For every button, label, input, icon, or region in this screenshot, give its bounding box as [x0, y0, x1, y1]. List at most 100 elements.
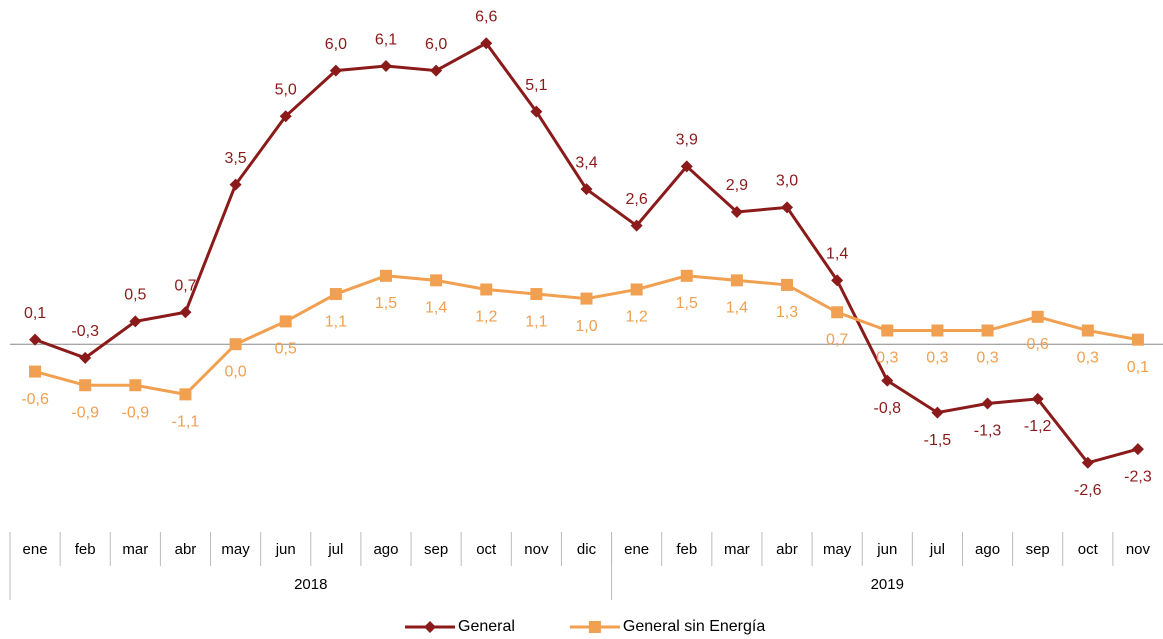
data-label: -0,8	[873, 400, 901, 417]
data-label: 2,9	[726, 177, 748, 194]
marker	[79, 351, 92, 364]
data-label: -1,5	[924, 432, 952, 449]
marker	[730, 205, 743, 218]
data-label: 1,4	[425, 300, 447, 317]
data-label: 6,0	[425, 36, 447, 53]
marker	[229, 178, 242, 191]
data-label: 1,4	[826, 246, 848, 263]
data-label: 3,9	[676, 132, 698, 149]
x-tick-label: jun	[876, 541, 897, 558]
marker	[931, 406, 944, 419]
x-tick-label: abr	[175, 541, 197, 558]
data-label: -2,3	[1124, 468, 1152, 485]
data-label: 2,6	[626, 191, 648, 208]
marker	[29, 333, 42, 346]
data-label: 3,4	[575, 154, 597, 171]
marker	[630, 283, 643, 296]
x-tick-label: ago	[373, 541, 398, 558]
x-tick-label: feb	[75, 541, 96, 558]
data-label: 5,0	[275, 81, 297, 98]
data-label: -2,6	[1074, 482, 1102, 499]
x-tick-label: nov	[1126, 541, 1151, 558]
data-label: 6,1	[375, 31, 397, 48]
data-label: 6,0	[325, 36, 347, 53]
x-tick-label: oct	[1078, 541, 1099, 558]
x-tick-label: sep	[424, 541, 448, 558]
marker	[580, 183, 593, 196]
marker	[129, 315, 142, 328]
data-label: 1,1	[525, 313, 547, 330]
data-label: -1,1	[172, 414, 200, 431]
data-label: 1,0	[575, 318, 597, 335]
marker	[781, 278, 794, 291]
data-label: 0,1	[24, 305, 46, 322]
marker	[29, 365, 42, 378]
data-label: 6,6	[475, 8, 497, 25]
marker	[881, 374, 894, 387]
x-tick-label: jul	[929, 541, 945, 558]
data-label: 0,0	[224, 363, 246, 380]
x-tick-label: ene	[624, 541, 649, 558]
data-label: 0,5	[124, 287, 146, 304]
marker	[430, 64, 443, 77]
marker	[931, 324, 944, 337]
x-tick-label: oct	[476, 541, 497, 558]
marker	[480, 283, 493, 296]
x-tick-label: mar	[122, 541, 148, 558]
data-label: 3,5	[224, 150, 246, 167]
data-label: 0,5	[275, 341, 297, 358]
data-label: 0,3	[876, 350, 898, 367]
marker	[1031, 310, 1044, 323]
marker	[1031, 392, 1044, 405]
marker	[981, 324, 994, 337]
marker	[179, 306, 192, 319]
marker	[329, 288, 342, 301]
data-label: 1,2	[626, 309, 648, 326]
marker	[329, 64, 342, 77]
marker	[1131, 443, 1144, 456]
marker	[680, 160, 693, 173]
data-label: 0,6	[1027, 336, 1049, 353]
x-tick-label: abr	[776, 541, 798, 558]
x-tick-label: ago	[975, 541, 1000, 558]
marker	[79, 379, 92, 392]
group-label: 2018	[294, 576, 327, 593]
marker	[680, 269, 693, 282]
marker	[781, 201, 794, 214]
marker	[881, 324, 894, 337]
marker	[480, 37, 493, 50]
data-label: 5,1	[525, 77, 547, 94]
legend-label: General sin Energía	[623, 618, 765, 635]
data-label: 1,4	[726, 300, 748, 317]
data-label: -1,2	[1024, 418, 1052, 435]
data-label: 0,7	[826, 331, 848, 348]
data-label: 1,1	[325, 313, 347, 330]
marker	[831, 274, 844, 287]
marker	[379, 60, 392, 73]
data-label: 1,2	[475, 309, 497, 326]
marker	[831, 306, 844, 319]
data-label: 0,3	[976, 350, 998, 367]
x-tick-label: may	[823, 541, 852, 558]
marker	[530, 105, 543, 118]
marker	[1131, 333, 1144, 346]
x-tick-label: jul	[327, 541, 343, 558]
marker	[630, 219, 643, 232]
marker	[129, 379, 142, 392]
marker	[1081, 456, 1094, 469]
data-label: 1,3	[776, 304, 798, 321]
data-label: 0,7	[174, 277, 196, 294]
data-label: -0,6	[21, 391, 49, 408]
marker	[730, 274, 743, 287]
marker	[279, 110, 292, 123]
x-tick-label: jun	[275, 541, 296, 558]
marker	[530, 288, 543, 301]
data-label: -0,9	[71, 404, 99, 421]
data-label: 1,5	[676, 295, 698, 312]
marker	[430, 274, 443, 287]
data-label: 1,5	[375, 295, 397, 312]
marker	[981, 397, 994, 410]
data-label: -0,9	[122, 404, 150, 421]
marker	[229, 338, 242, 351]
